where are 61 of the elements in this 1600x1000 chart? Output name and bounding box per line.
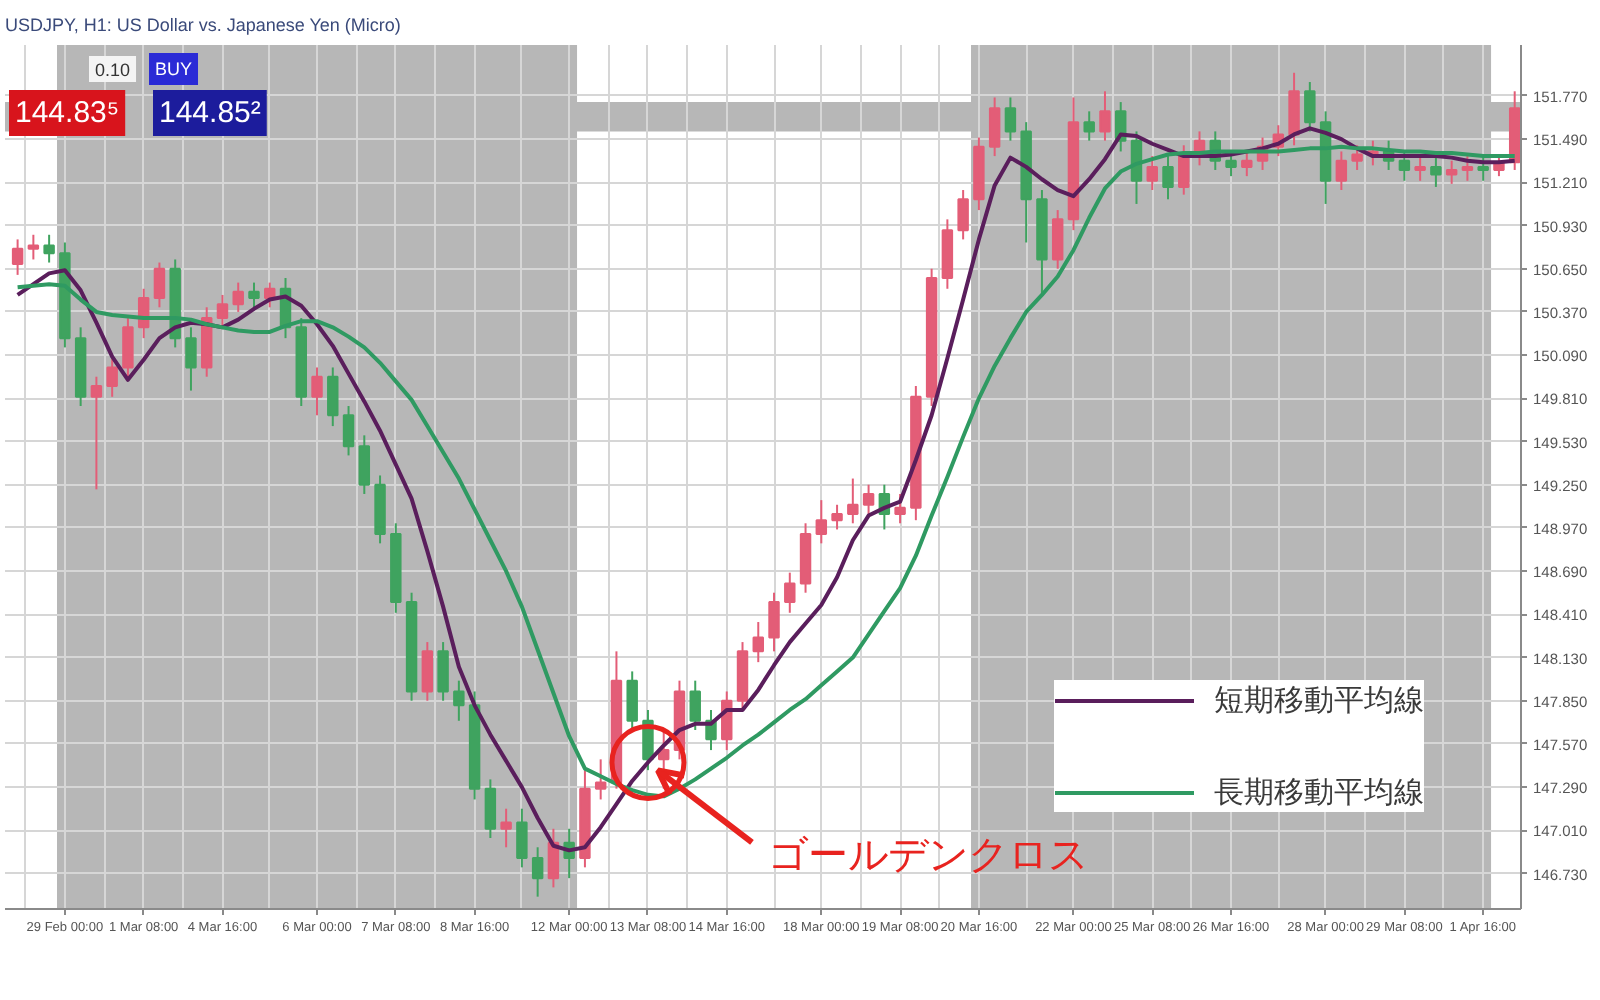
candlestick [894,492,906,525]
candlestick [500,807,512,849]
annotation: BUY [155,59,193,79]
candlestick [437,641,449,702]
candlestick [1461,155,1474,182]
candlestick [484,778,497,840]
candlestick [941,218,954,290]
candlestick [1445,159,1458,185]
annotation: 144.83⁵ [15,96,120,130]
candlestick [1146,155,1158,192]
candlestick [421,641,434,702]
candlestick [752,621,764,664]
candlestick [1083,110,1095,142]
candlestick [1477,155,1489,182]
legend-label: 短期移動平均線 [1214,681,1424,719]
candlestick [185,326,197,392]
candlestick [815,499,828,545]
candlestick [831,503,843,531]
candlestick [768,591,780,653]
candlestick [1351,144,1363,171]
chart-title: USDJPY, H1: US Dollar vs. Japanese Yen (Micro) [5,15,401,35]
candlestick [689,679,701,732]
annotation: 0.10 [95,60,131,80]
candlestick [957,189,969,241]
candlestick [106,355,118,398]
candlestick [988,96,1001,158]
candlestick [232,281,244,313]
candlestick [1099,90,1111,142]
candlestick [358,434,371,495]
candlestick [43,233,55,264]
candlestick [1398,150,1411,182]
candlestick [311,366,323,417]
candlestick [122,317,134,378]
candlestick [1430,155,1442,188]
candlestick [453,679,465,722]
candlestick [1051,209,1064,270]
candlestick [784,571,796,614]
candlestick [216,293,229,329]
candlestick [594,758,607,801]
candlestick [1004,96,1017,142]
candlestick [342,405,355,457]
candlestick [1414,155,1426,182]
candlestick [153,261,166,309]
candlestick [1241,150,1253,178]
candlestick [847,477,859,525]
candlestick [1288,71,1300,147]
candlestick [248,281,260,309]
candlestick [11,238,24,276]
candlestick [1225,150,1237,178]
candlestick [862,483,875,516]
candlestick [27,233,40,261]
candlestick [531,846,544,898]
annotation: ゴールデンクロス [767,830,1088,879]
candlestick [327,366,339,428]
candlestick [1335,150,1348,192]
candlestick [626,670,638,732]
candlestick [516,807,528,869]
legend-label: 長期移動平均線 [1214,773,1424,811]
candlestick [1162,155,1174,201]
candlestick [90,375,103,491]
annotation: 144.85² [159,96,261,130]
